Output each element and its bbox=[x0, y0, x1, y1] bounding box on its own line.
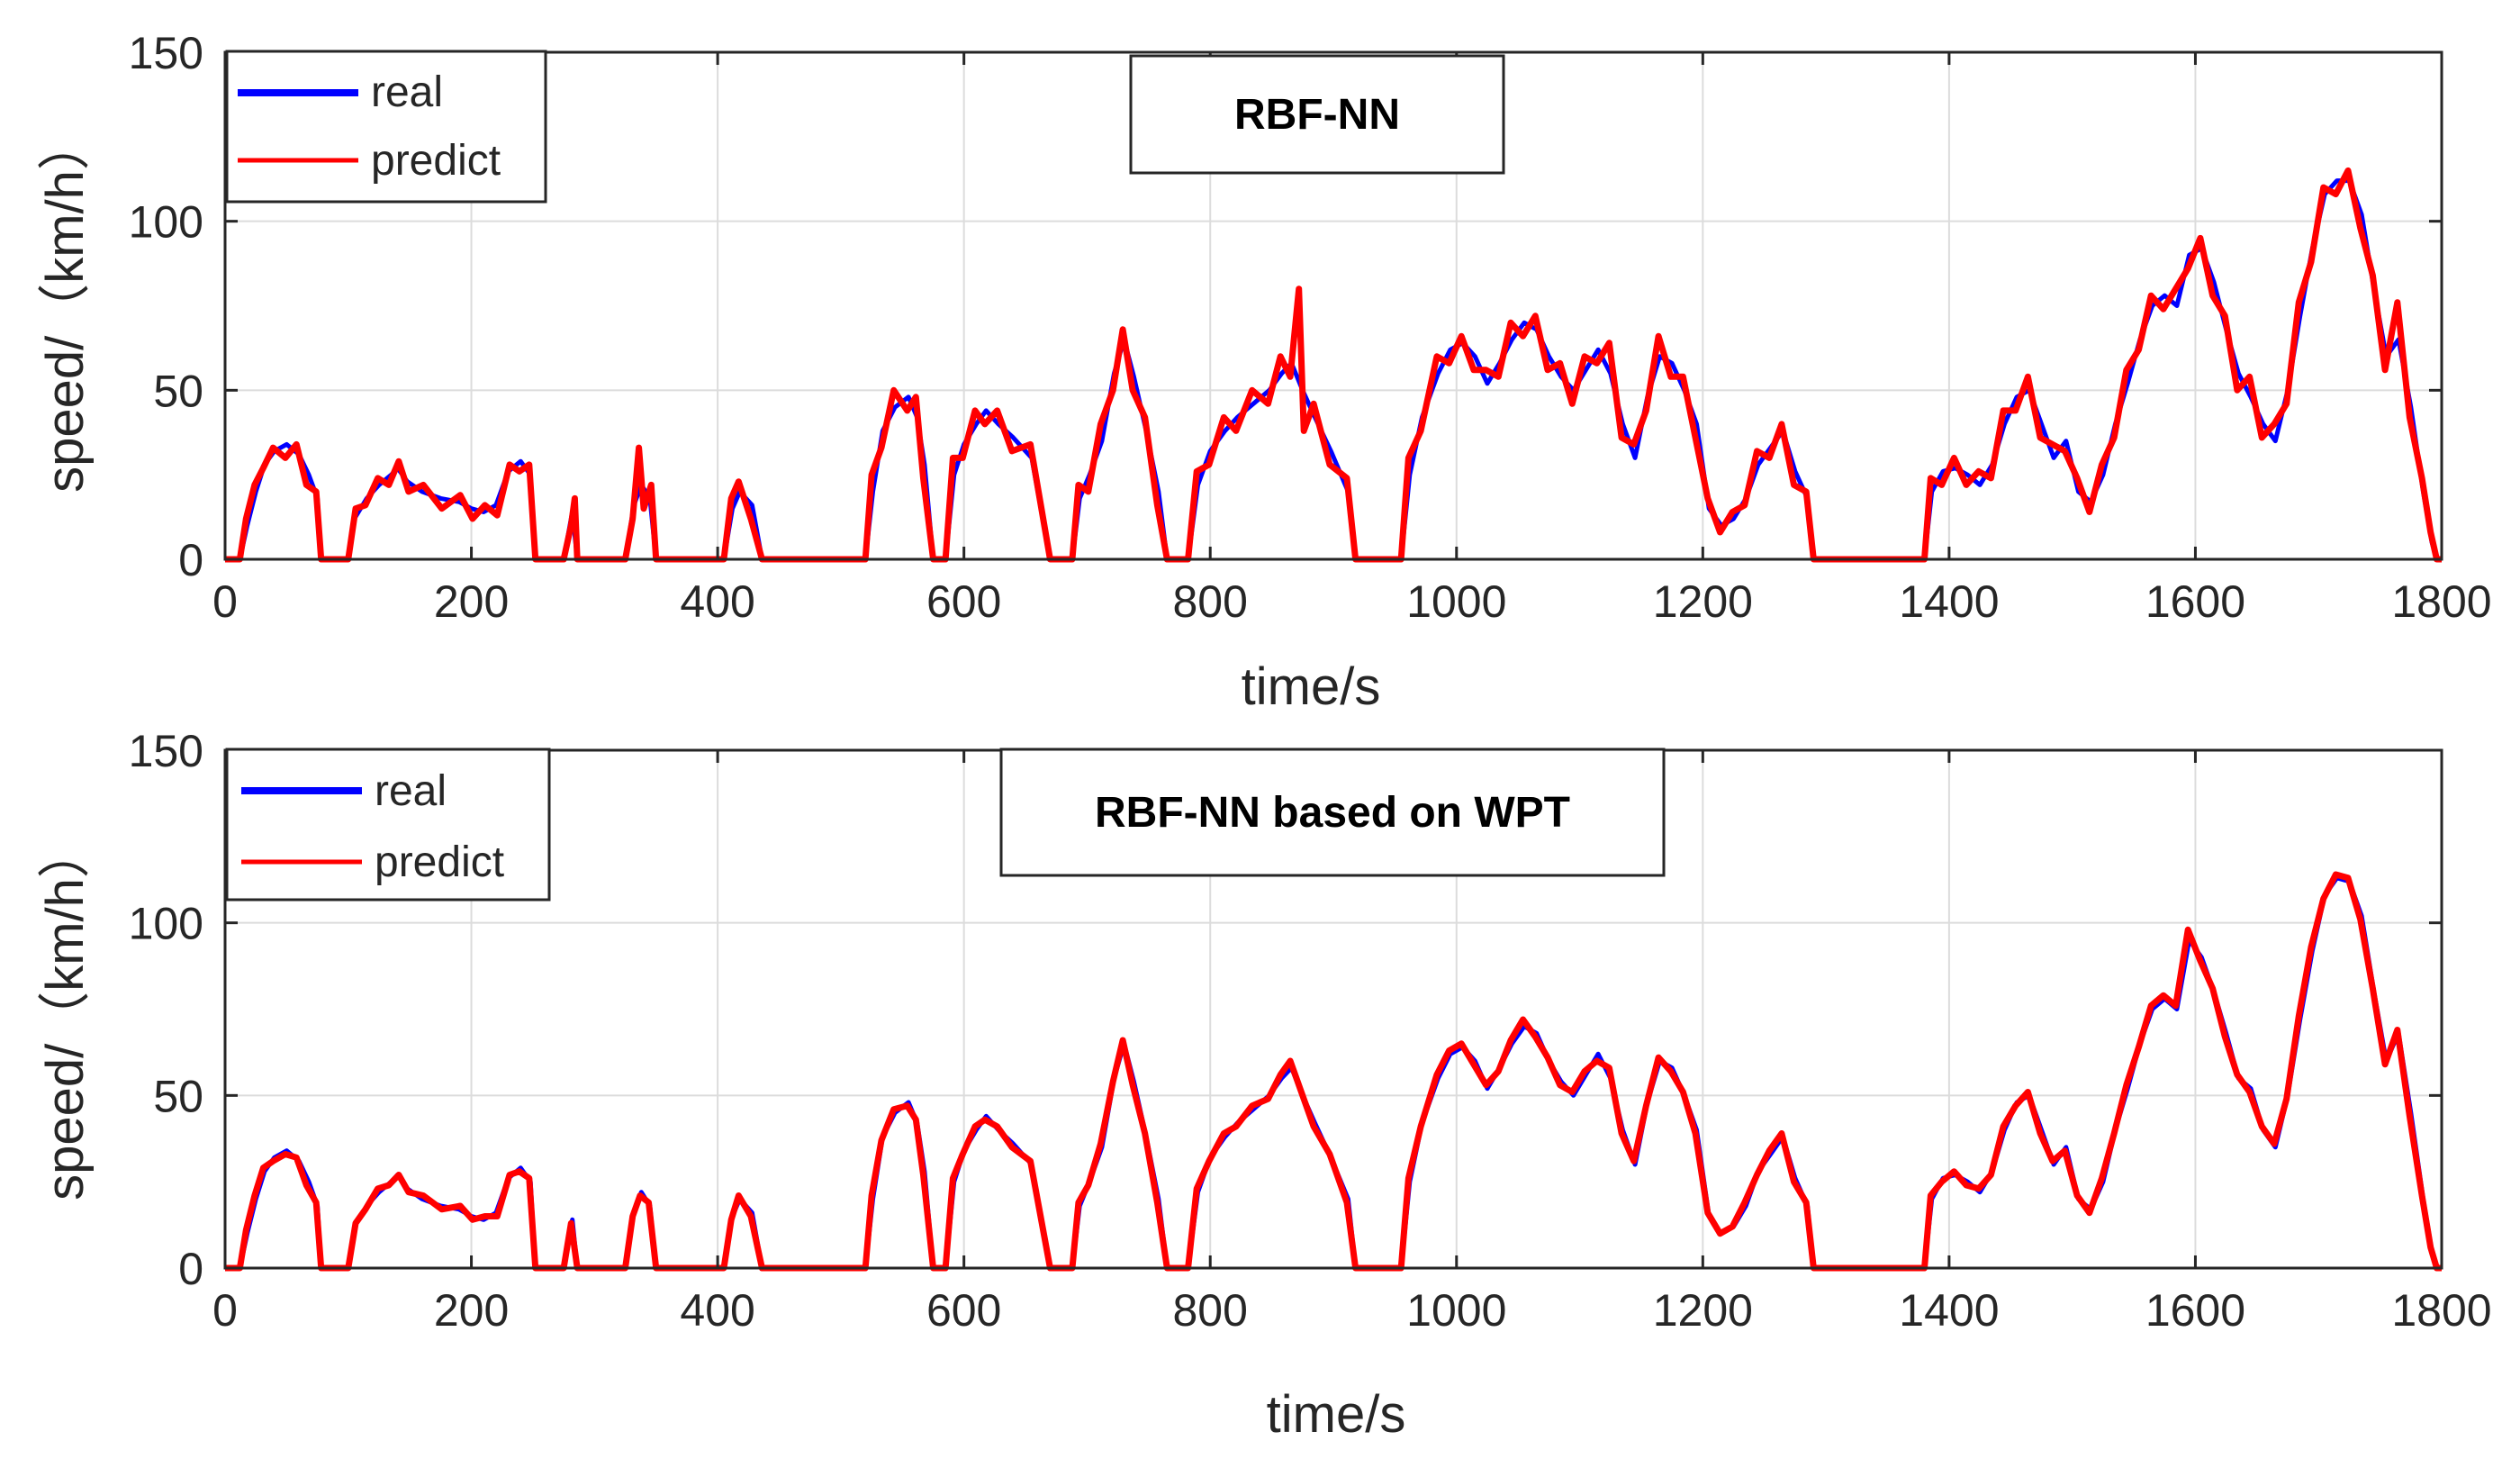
x-tick-label: 1200 bbox=[1653, 576, 1753, 627]
title-box: RBF-NN bbox=[1129, 54, 1505, 175]
panel-rbf-nn-wpt: 0 200 400 600 800 1000 1200 1400 1600 1800 0 50 100 1… bbox=[36, 726, 2492, 1444]
x-tick-label: 200 bbox=[434, 1285, 509, 1336]
legend-label-predict: predict bbox=[375, 838, 504, 886]
y-axis-label: speed/（km/h） bbox=[36, 826, 95, 1201]
x-axis-label: time/s bbox=[1267, 1385, 1406, 1444]
x-tick-label: 1000 bbox=[1406, 1285, 1506, 1336]
tick-labels: 0 200 400 600 800 1000 1200 1400 1600 1800 0 50 100 1… bbox=[129, 726, 2492, 1336]
x-tick-label: 0 bbox=[212, 576, 238, 627]
axes-box bbox=[223, 50, 2443, 561]
x-tick-label: 0 bbox=[212, 1285, 238, 1336]
x-tick-label: 800 bbox=[1173, 576, 1248, 627]
chart-title: RBF-NN based on WPT bbox=[1095, 789, 1570, 837]
x-tick-label: 600 bbox=[926, 576, 1001, 627]
x-tick-label: 1600 bbox=[2145, 1285, 2245, 1336]
y-tick-label: 100 bbox=[129, 899, 203, 949]
x-axis-label: time/s bbox=[1242, 657, 1381, 716]
title-box: RBF-NN based on WPT bbox=[999, 748, 1666, 877]
y-tick-label: 50 bbox=[153, 366, 203, 416]
x-tick-label: 1200 bbox=[1653, 1285, 1753, 1336]
legend: real predict bbox=[225, 748, 551, 902]
data-series bbox=[225, 871, 2442, 1272]
grid-lines bbox=[225, 52, 2442, 559]
x-tick-label: 1400 bbox=[1899, 1285, 1999, 1336]
x-tick-label: 800 bbox=[1173, 1285, 1248, 1336]
y-tick-label: 150 bbox=[129, 726, 203, 776]
series-line-predict bbox=[225, 871, 2442, 1272]
x-tick-label: 1000 bbox=[1406, 576, 1506, 627]
legend-label-real: real bbox=[371, 68, 443, 116]
x-tick-label: 1600 bbox=[2145, 576, 2245, 627]
chart-title: RBF-NN bbox=[1234, 91, 1400, 139]
y-tick-label: 50 bbox=[153, 1071, 203, 1121]
x-tick-label: 1400 bbox=[1899, 576, 1999, 627]
y-tick-label: 0 bbox=[178, 1244, 203, 1294]
y-tick-label: 0 bbox=[178, 535, 203, 585]
legend-label-real: real bbox=[375, 767, 447, 815]
x-tick-label: 600 bbox=[926, 1285, 1001, 1336]
tick-labels: 0 200 400 600 800 1000 1200 1400 1600 1800 0 50 100 1… bbox=[129, 28, 2492, 627]
legend: real predict bbox=[225, 50, 547, 204]
x-tick-label: 200 bbox=[434, 576, 509, 627]
x-tick-label: 400 bbox=[680, 1285, 754, 1336]
y-tick-label: 150 bbox=[129, 28, 203, 78]
legend-label-predict: predict bbox=[371, 137, 501, 185]
y-axis-label: speed/（km/h） bbox=[36, 118, 95, 493]
x-tick-label: 1800 bbox=[2391, 576, 2491, 627]
x-tick-label: 400 bbox=[680, 576, 754, 627]
panel-rbf-nn: 0 200 400 600 800 1000 1200 1400 1600 1800 0 50 100 1… bbox=[36, 28, 2492, 716]
y-tick-label: 100 bbox=[129, 197, 203, 248]
x-tick-label: 1800 bbox=[2391, 1285, 2491, 1336]
